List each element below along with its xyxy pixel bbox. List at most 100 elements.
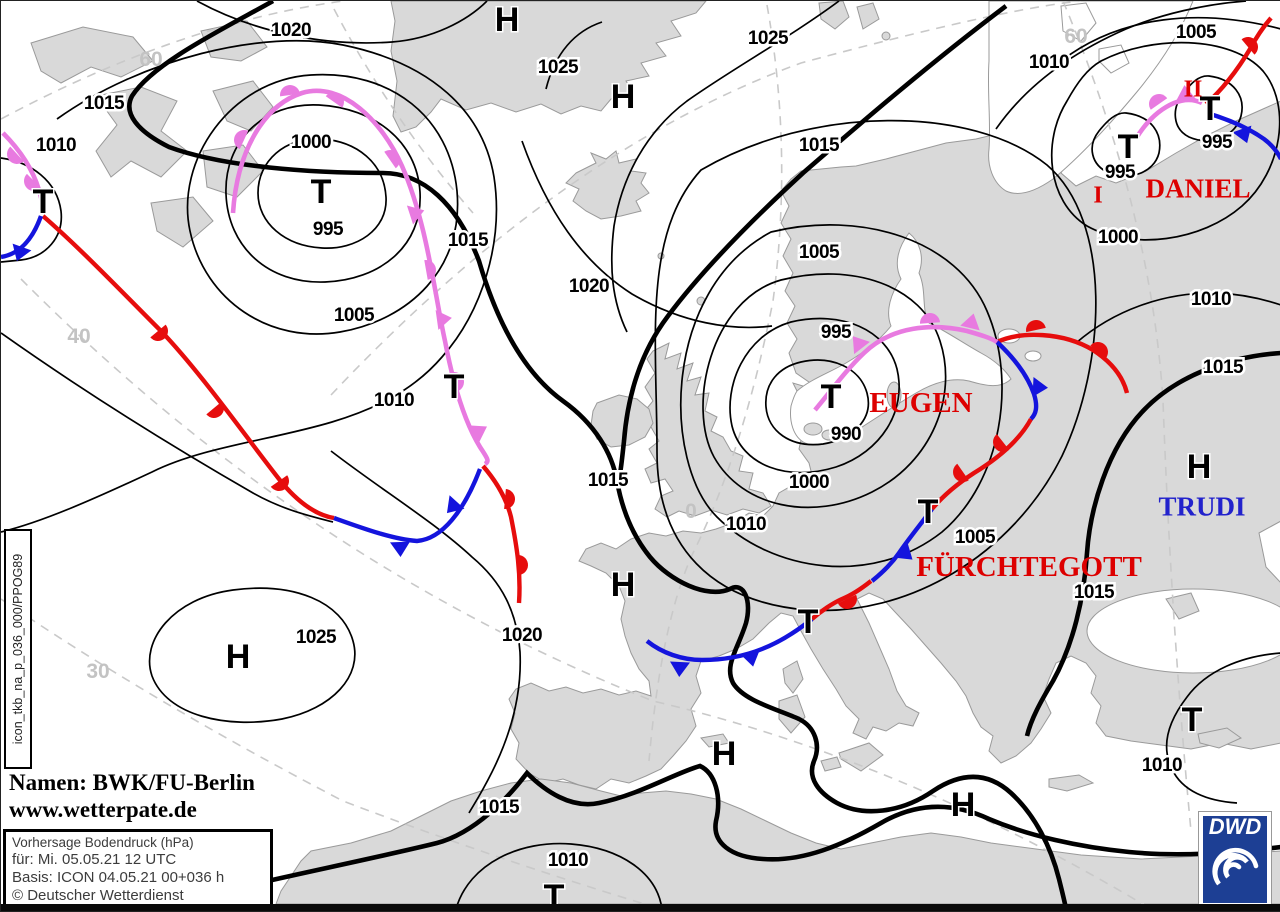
warm-front-symbol xyxy=(953,463,969,482)
product-code-strip: icon_tkb_na_p_036_000/PPOG89 xyxy=(4,529,32,769)
warm-front-symbol xyxy=(837,594,857,609)
pressure-label: 1005 xyxy=(955,527,996,548)
pressure-label: 1015 xyxy=(588,470,629,491)
pressure-label: 1025 xyxy=(538,57,579,78)
pressure-label: 1010 xyxy=(374,390,414,411)
isobar xyxy=(1050,41,1280,241)
occluded-front-symbol xyxy=(450,372,464,392)
sea-overlays xyxy=(790,1,1280,674)
info-copyright: © Deutscher Wetterdienst xyxy=(12,887,184,904)
product-code-text: icon_tkb_na_p_036_000/PPOG89 xyxy=(11,553,25,745)
low-center-marker: T xyxy=(444,368,465,406)
high-center-marker: H xyxy=(951,786,976,824)
cold-front-symbol xyxy=(740,649,760,667)
system-name-label: DANIEL xyxy=(1145,173,1250,203)
occluded-front-symbol xyxy=(1176,85,1196,102)
grid-label: 60 xyxy=(139,48,162,71)
high-center-marker: H xyxy=(611,566,636,604)
pressure-label: 1010 xyxy=(1029,52,1069,73)
pressure-label: 1000 xyxy=(789,472,829,493)
credits-names: Namen: BWK/FU-Berlin xyxy=(9,770,255,795)
warm-front-line xyxy=(481,464,522,604)
fronts xyxy=(1,16,1280,677)
cold-front-line xyxy=(1,215,44,260)
isobar xyxy=(702,273,947,509)
cold-front-symbol xyxy=(390,541,410,557)
cold-front-symbol xyxy=(446,495,465,514)
isobar-bold xyxy=(148,763,1280,911)
cold-front-symbol xyxy=(1032,377,1048,397)
credits: Namen: BWK/FU-Berlin www.wetterpate.de xyxy=(9,769,255,823)
isobar xyxy=(225,104,421,283)
system-name-label: I xyxy=(1093,182,1102,208)
isobar xyxy=(1165,652,1280,804)
warm-front-symbol xyxy=(504,489,515,509)
pressure-label: 995 xyxy=(821,322,852,343)
pressure-label: 995 xyxy=(313,219,344,240)
forecast-info-box: Vorhersage Bodendruck (hPa) für: Mi. 05.… xyxy=(3,829,273,909)
warm-front-symbol xyxy=(1026,320,1046,333)
isobar xyxy=(186,73,459,335)
grid-label: 30 xyxy=(86,660,109,683)
cold-front-symbol xyxy=(894,542,913,560)
cold-front-line xyxy=(333,468,483,544)
isobar xyxy=(1174,75,1243,142)
pressure-label: 1010 xyxy=(1142,755,1182,776)
cold-front-symbol xyxy=(1232,125,1252,144)
occluded-front-symbol xyxy=(24,173,42,191)
grid-label: 60 xyxy=(1064,25,1087,48)
isobar-bold xyxy=(616,4,1008,482)
map-labels: 60 60 40 30 0 1020 1015 1010 1000 995 1025 1025 1015… xyxy=(31,1,1250,911)
isobar xyxy=(995,1,1247,130)
pressure-label: 1010 xyxy=(548,850,588,871)
pressure-label: 1005 xyxy=(799,242,840,263)
pressure-label: 1020 xyxy=(569,276,609,297)
occluded-front-symbol xyxy=(280,85,300,97)
pressure-label: 1005 xyxy=(1176,22,1217,43)
info-title: Vorhersage Bodendruck (hPa) xyxy=(12,835,194,850)
pressure-label: 1000 xyxy=(1098,227,1138,248)
system-name-label: TRUDI xyxy=(1158,491,1245,521)
isobar xyxy=(1060,16,1280,62)
low-center-marker: T xyxy=(821,378,842,416)
occluded-front-line xyxy=(1135,97,1204,139)
pressure-label: 1020 xyxy=(502,625,542,646)
isobar xyxy=(330,450,522,814)
isobar xyxy=(1091,112,1161,177)
occluded-front-line xyxy=(1,131,46,208)
warm-front-line xyxy=(41,214,335,521)
isobar-bold xyxy=(127,1,1069,910)
occluded-front-symbol xyxy=(960,313,980,331)
system-name-label: II xyxy=(1184,76,1203,102)
isobar-bold xyxy=(1024,350,1280,737)
high-center-marker: H xyxy=(712,735,737,773)
high-center-marker: H xyxy=(226,638,251,676)
isobar xyxy=(257,138,387,249)
pressure-label: 1025 xyxy=(748,28,789,49)
low-center-marker: T xyxy=(33,183,54,221)
warm-front-symbol xyxy=(993,434,1010,452)
system-name-label: FÜRCHTEGOTT xyxy=(916,551,1142,583)
pressure-label: 1010 xyxy=(1191,289,1231,310)
occluded-front-symbol xyxy=(1149,94,1168,110)
low-center-marker: T xyxy=(1182,701,1203,739)
isobar xyxy=(680,224,1003,568)
info-model-basis: Basis: ICON 04.05.21 00+036 h xyxy=(12,869,225,886)
occluded-front-symbol xyxy=(406,205,425,225)
occluded-front-symbol xyxy=(384,150,400,169)
grid-label: 40 xyxy=(67,325,90,348)
isobar xyxy=(610,1,840,333)
pressure-label: 1025 xyxy=(296,627,337,648)
pressure-label: 1015 xyxy=(448,230,489,251)
pressure-label: 1015 xyxy=(479,797,520,818)
pressure-label: 1010 xyxy=(36,135,76,156)
pressure-label: 1020 xyxy=(271,20,311,41)
occluded-front-symbol xyxy=(424,260,436,280)
occluded-front-symbol xyxy=(852,336,870,355)
high-center-marker: H xyxy=(1187,448,1212,486)
occluded-front-line xyxy=(813,324,999,412)
isobar xyxy=(521,140,773,329)
warm-front-symbol xyxy=(517,555,528,575)
